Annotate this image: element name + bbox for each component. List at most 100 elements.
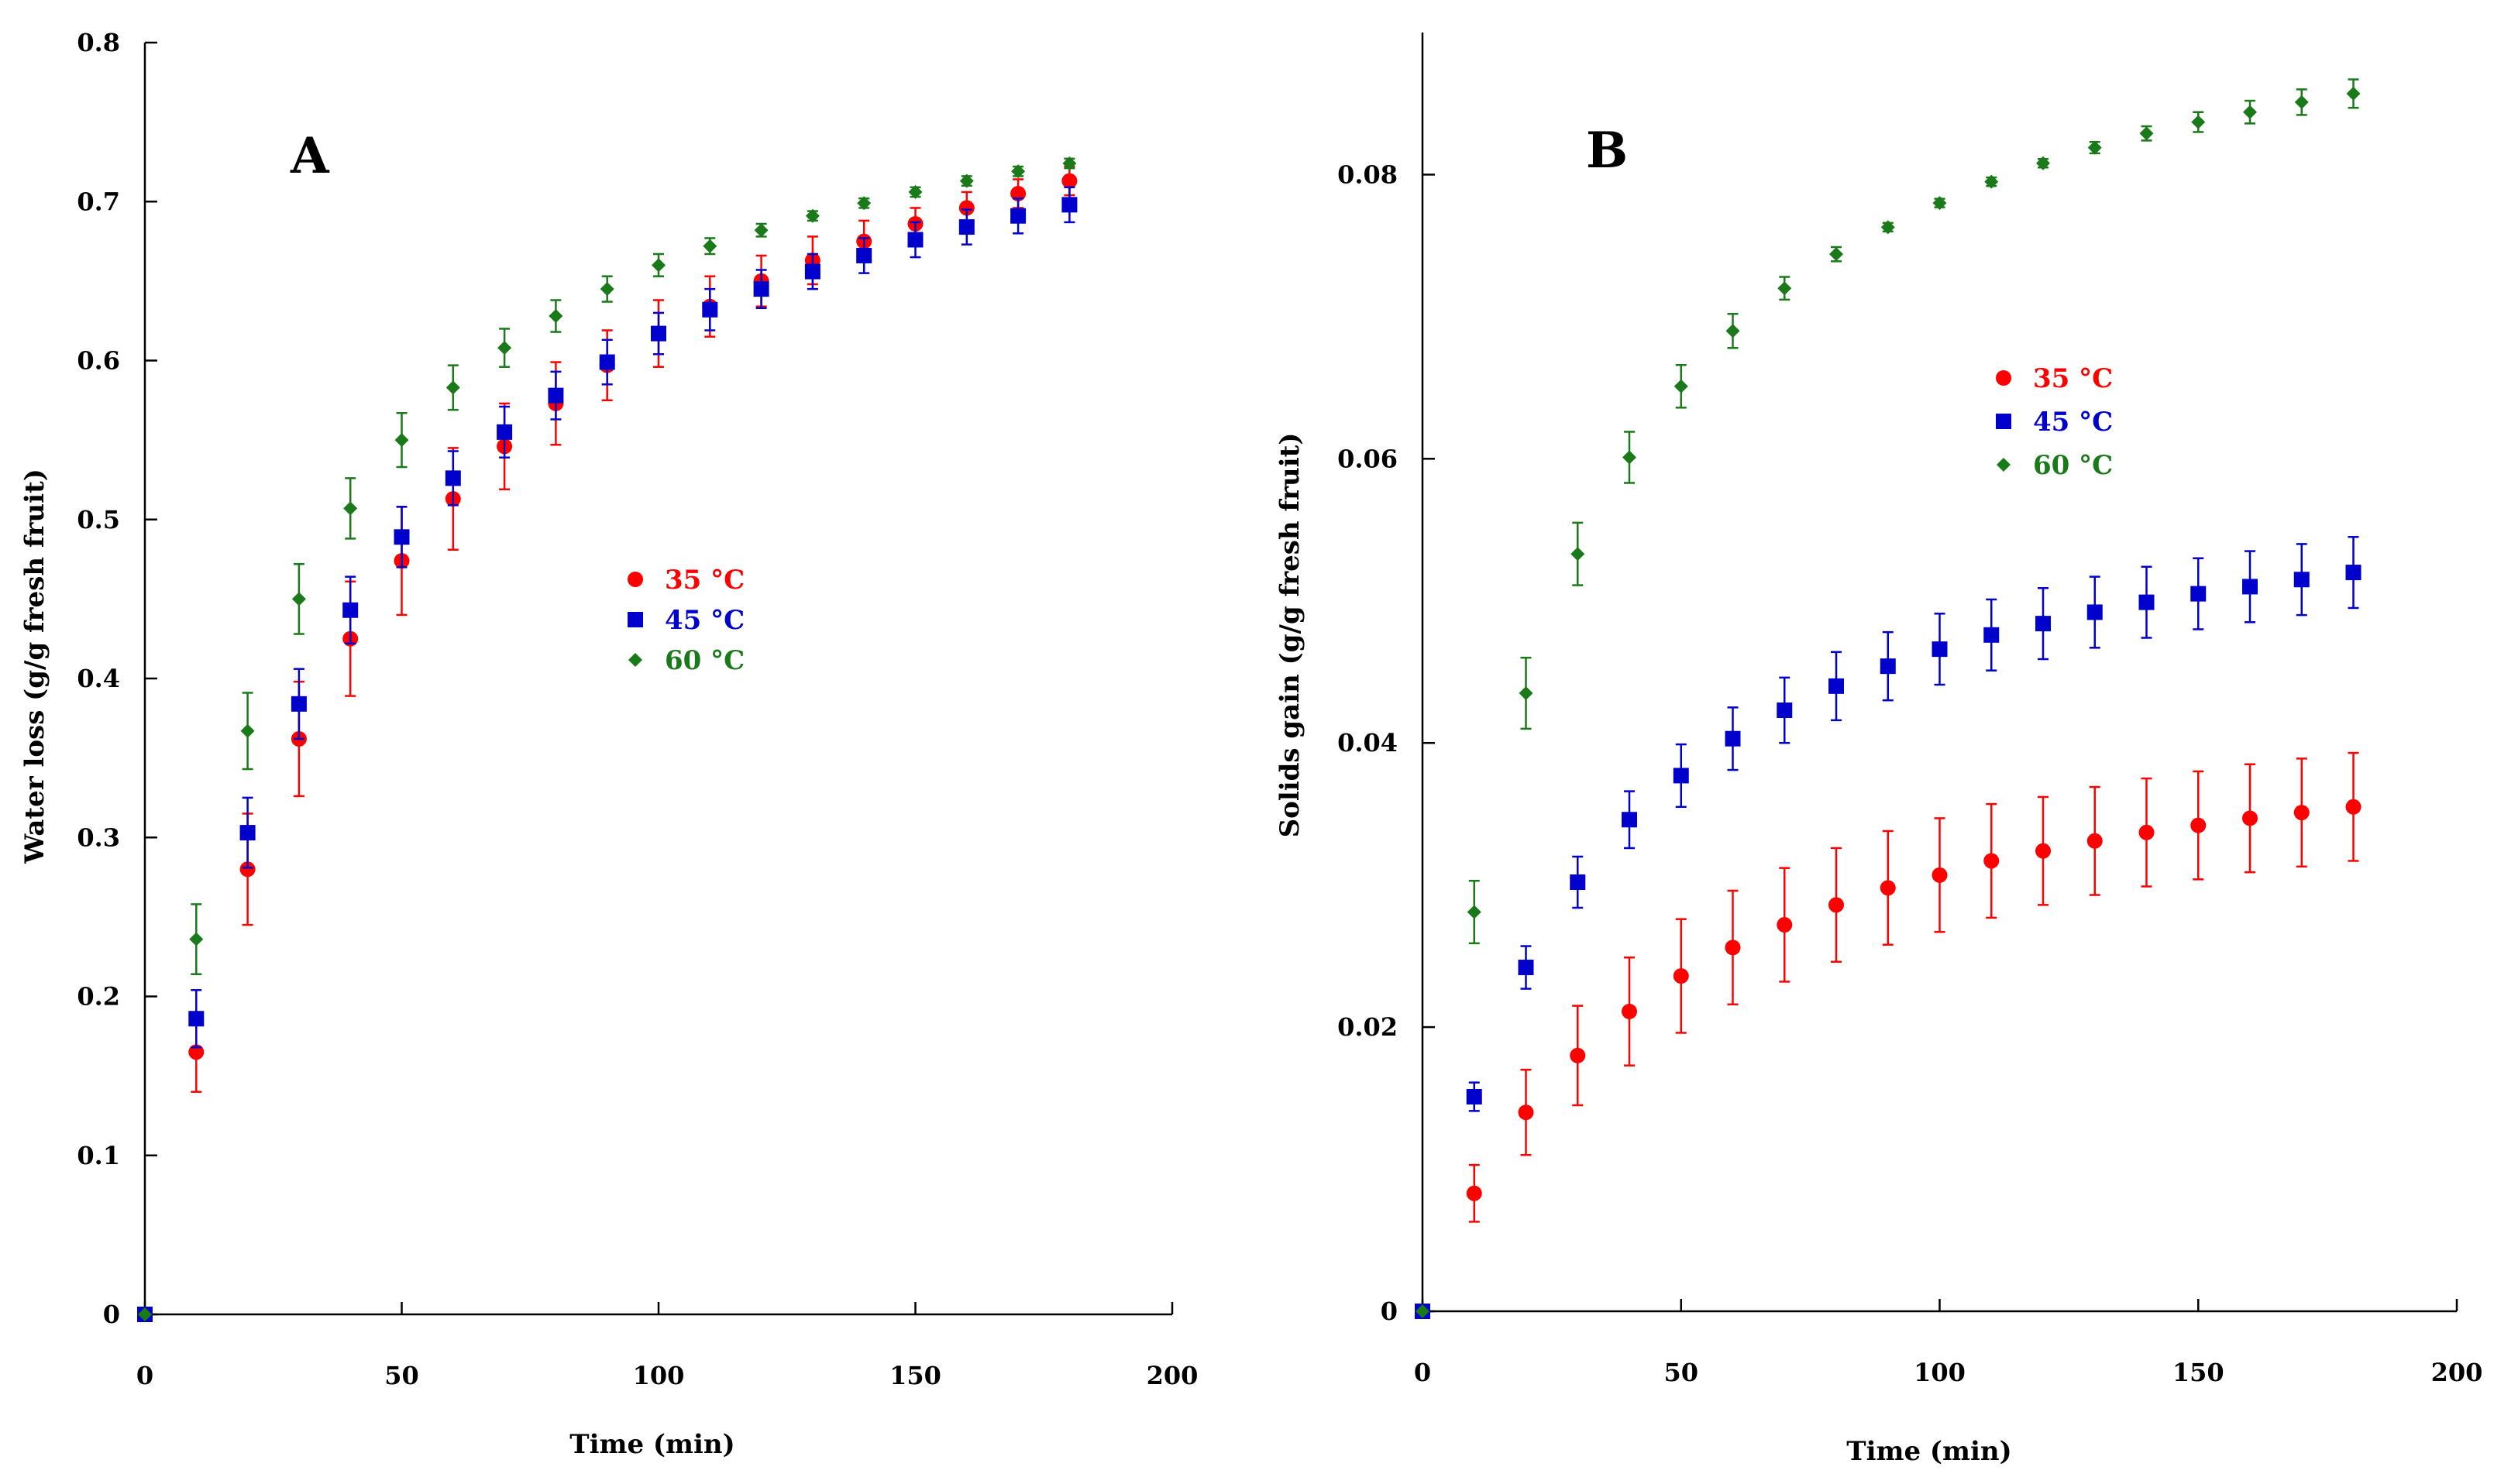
data-point: [1725, 324, 1740, 338]
data-point: [240, 723, 255, 738]
data-point: [1570, 547, 1585, 562]
data-point: [1983, 853, 2000, 869]
x-tick-label: 100: [633, 1361, 685, 1390]
data-point: [1061, 173, 1078, 189]
data-point: [188, 1011, 205, 1027]
data-point: [1880, 880, 1896, 896]
x-tick-label: 0: [136, 1361, 153, 1390]
legend: 35 °C 45 °C 60 °C: [1996, 363, 2113, 481]
data-point: [1622, 450, 1636, 465]
legend-label: 35 °C: [2033, 363, 2113, 394]
data-point: [1674, 379, 1688, 393]
data-point: [1777, 702, 1793, 719]
data-point: [2346, 86, 2361, 101]
y-tick-label: 0.1: [77, 1141, 120, 1170]
data-point: [1467, 905, 1481, 919]
axes: 0 0.02 0.04 0.06 0.08 0 50 100 150 200: [1337, 33, 2482, 1387]
legend-marker: [628, 653, 642, 667]
y-tick-label: 0.06: [1337, 444, 1398, 473]
data-point: [1725, 730, 1741, 747]
data-point: [805, 208, 820, 223]
data-point: [1622, 812, 1637, 828]
data-point: [138, 1307, 152, 1321]
panel-label: B: [1586, 122, 1628, 180]
data-point: [2191, 115, 2206, 129]
data-point: [1777, 917, 1793, 933]
data-point: [2242, 810, 2258, 826]
data-point: [1932, 641, 1948, 658]
data-point: [2294, 94, 2309, 109]
x-tick-label: 0: [1414, 1358, 1431, 1387]
data-point: [959, 173, 974, 188]
y-tick-label: 0.3: [77, 823, 120, 852]
legend: 35 °C 45 °C 60 °C: [628, 565, 745, 676]
legend-label: 45 °C: [665, 605, 745, 636]
x-axis-title: Time (min): [569, 1429, 734, 1460]
legend-marker: [1996, 370, 2011, 386]
data-point: [239, 825, 256, 841]
data-point: [2190, 817, 2207, 833]
data-point: [2138, 824, 2155, 840]
y-tick-label: 0.6: [77, 346, 120, 376]
x-tick-label: 150: [2172, 1358, 2224, 1387]
data-point: [2345, 799, 2362, 815]
data-point: [1984, 174, 1999, 189]
legend-marker: [628, 572, 643, 587]
data-point: [1570, 874, 1586, 890]
data-point: [2139, 126, 2154, 141]
x-axis-title: Time (min): [1846, 1436, 2011, 1467]
data-point: [497, 341, 512, 356]
y-tick-label: 0.8: [77, 28, 120, 57]
data-point: [1011, 164, 1026, 179]
data-point: [1519, 686, 1533, 701]
data-point: [2035, 843, 2051, 859]
data-point: [1829, 247, 1843, 262]
data-point: [703, 239, 717, 253]
data-point: [1518, 960, 1534, 976]
y-tick-label: 0: [103, 1300, 120, 1329]
data-point: [1725, 940, 1741, 956]
data-point: [2242, 579, 2258, 595]
data-point: [1880, 658, 1896, 675]
data-point: [2293, 805, 2310, 821]
data-point: [2035, 616, 2051, 632]
data-point: [1983, 627, 2000, 643]
panel-b: B 0 0.02 0.04 0.06 0.08 0 50 100 150 200 Time (mi…: [1275, 33, 2482, 1467]
data-point: [1673, 968, 1689, 984]
panel-a: A 00.10.20.30.40.50.60.70.80 50 100 150 200 …: [19, 28, 1198, 1460]
data-point: [754, 223, 769, 238]
data-point: [804, 263, 820, 280]
data-point: [342, 602, 359, 618]
data-point: [1932, 867, 1948, 883]
data-point: [2293, 572, 2310, 588]
x-tick-label: 150: [889, 1361, 941, 1390]
series-square: [137, 186, 1078, 1322]
data-point: [1828, 678, 1844, 694]
data-point: [2138, 594, 2155, 610]
data-point: [856, 248, 872, 264]
x-tick-label: 200: [2431, 1358, 2483, 1387]
data-point: [1062, 156, 1077, 170]
data-point: [291, 592, 306, 606]
data-point: [1828, 897, 1844, 913]
data-point: [445, 380, 460, 395]
y-tick-label: 0.7: [77, 187, 120, 216]
x-tick-label: 50: [1663, 1358, 1698, 1387]
data-marks: [137, 156, 1078, 1322]
series-diamond: [1416, 78, 2361, 1318]
series-square: [1415, 535, 2362, 1319]
data-point: [1466, 1185, 1482, 1201]
data-point: [1518, 1104, 1534, 1121]
data-point: [2345, 565, 2362, 581]
data-point: [2036, 156, 2050, 170]
legend-label: 60 °C: [2033, 450, 2113, 481]
panel-label: A: [290, 127, 330, 185]
data-point: [291, 696, 307, 712]
legend-marker: [1997, 458, 2011, 472]
data-point: [2087, 140, 2102, 155]
data-point: [1010, 208, 1027, 224]
x-tick-label: 200: [1147, 1361, 1199, 1390]
axes: 0 0.1 0.2 0.3 0.4 0.5 0.6 0.7 0.8 0 50 100 150 200: [77, 28, 1198, 1390]
data-point: [651, 325, 666, 342]
